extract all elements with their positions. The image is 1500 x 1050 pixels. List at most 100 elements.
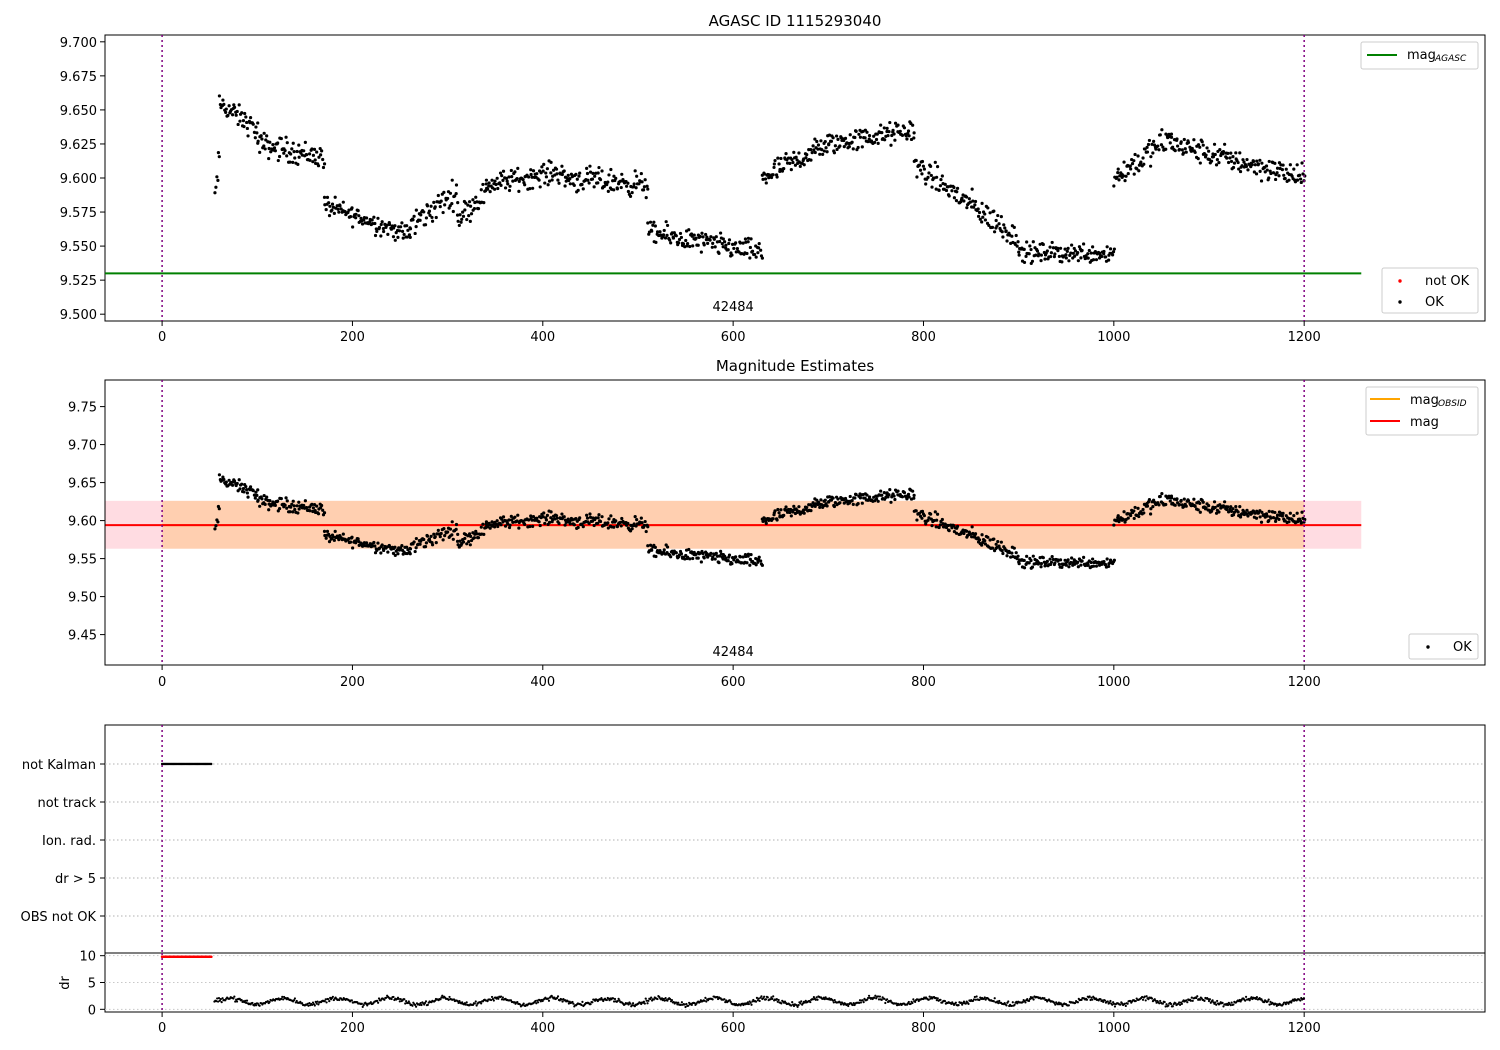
- data-point: [501, 515, 506, 519]
- data-point: [242, 125, 246, 129]
- data-point: [227, 478, 231, 482]
- data-point: [1108, 247, 1113, 251]
- data-point: [1244, 164, 1249, 169]
- y-tick-label: 9.55: [68, 553, 97, 568]
- data-point: [1045, 559, 1049, 563]
- data-point: [651, 223, 655, 227]
- data-point: [802, 163, 806, 167]
- data-point: [562, 169, 566, 173]
- data-point: [702, 243, 706, 247]
- data-point: [527, 175, 531, 179]
- data-point: [711, 241, 715, 245]
- data-point: [1146, 142, 1151, 147]
- data-point: [632, 522, 636, 526]
- data-point: [568, 519, 572, 523]
- data-point: [1221, 504, 1226, 508]
- data-point: [1274, 177, 1278, 182]
- data-point: [508, 184, 512, 188]
- dr-point: [313, 1004, 316, 1007]
- data-point: [1179, 498, 1183, 503]
- data-point: [267, 146, 271, 151]
- data-point: [723, 240, 727, 244]
- dr-point: [1274, 1002, 1278, 1006]
- dr-point: [746, 1001, 749, 1004]
- data-point: [836, 497, 840, 501]
- data-point: [918, 168, 923, 172]
- data-point: [438, 205, 442, 209]
- data-point: [946, 185, 950, 189]
- data-point: [827, 495, 832, 499]
- data-point: [423, 223, 428, 227]
- data-point: [569, 172, 574, 176]
- data-point: [1205, 146, 1209, 150]
- dr-point: [889, 999, 892, 1002]
- data-point: [590, 519, 595, 523]
- data-point: [1121, 517, 1125, 522]
- data-point: [1164, 502, 1168, 507]
- dr-point: [1232, 1003, 1235, 1006]
- data-point: [775, 518, 779, 522]
- data-point: [1002, 223, 1006, 227]
- dr-point: [398, 1000, 401, 1003]
- x-tick-label: 400: [530, 330, 555, 345]
- data-point: [853, 135, 857, 140]
- data-point: [635, 518, 639, 522]
- data-point: [1298, 177, 1303, 181]
- data-point: [555, 172, 559, 176]
- dr-point: [705, 1000, 708, 1003]
- dr-point: [589, 1003, 592, 1006]
- dr-point: [458, 1000, 461, 1003]
- data-point: [865, 130, 869, 134]
- dr-point: [1191, 999, 1194, 1002]
- data-point: [745, 561, 749, 565]
- data-point: [585, 516, 590, 520]
- dr-point: [729, 1000, 732, 1004]
- data-point: [1022, 566, 1027, 570]
- dr-point: [957, 1004, 960, 1007]
- data-point: [687, 228, 691, 232]
- data-point: [311, 153, 316, 157]
- data-point: [688, 244, 692, 249]
- data-point: [224, 107, 228, 111]
- data-point: [609, 167, 613, 172]
- data-point: [1246, 514, 1250, 518]
- data-point: [863, 136, 867, 140]
- data-point: [1236, 510, 1240, 514]
- data-point: [456, 219, 460, 223]
- data-point: [285, 141, 289, 145]
- data-point: [311, 506, 316, 510]
- dr-point: [1144, 999, 1147, 1002]
- data-point: [648, 220, 653, 224]
- data-point: [1147, 138, 1152, 143]
- data-point: [585, 171, 590, 176]
- data-point: [1275, 171, 1279, 175]
- data-point: [256, 498, 260, 502]
- data-point: [618, 179, 623, 183]
- dr-point: [268, 1000, 271, 1004]
- dr-point: [640, 1002, 643, 1006]
- data-point: [773, 509, 777, 513]
- data-point: [867, 495, 872, 499]
- data-point: [265, 495, 269, 499]
- data-point: [295, 504, 299, 508]
- data-point: [1135, 167, 1139, 171]
- data-point: [321, 157, 325, 162]
- data-point: [684, 238, 688, 243]
- y-tick-label: 9.550: [60, 240, 97, 255]
- data-point: [1267, 176, 1271, 180]
- dr-point: [861, 999, 864, 1002]
- data-point: [600, 169, 604, 173]
- dr-point: [812, 996, 815, 999]
- dr-point: [220, 1001, 223, 1004]
- dr-point: [683, 1003, 686, 1006]
- dr-point: [418, 1003, 421, 1006]
- dr-point: [1185, 999, 1188, 1002]
- data-point: [874, 497, 879, 501]
- dr-point: [1109, 999, 1112, 1003]
- data-point: [288, 510, 292, 514]
- dr-point: [846, 1003, 849, 1006]
- data-point: [1161, 145, 1165, 149]
- data-point: [1207, 149, 1211, 153]
- data-point: [1218, 503, 1222, 507]
- data-point: [260, 497, 264, 501]
